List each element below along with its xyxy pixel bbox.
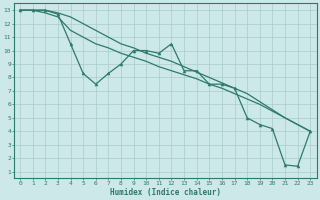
X-axis label: Humidex (Indice chaleur): Humidex (Indice chaleur) xyxy=(110,188,220,197)
